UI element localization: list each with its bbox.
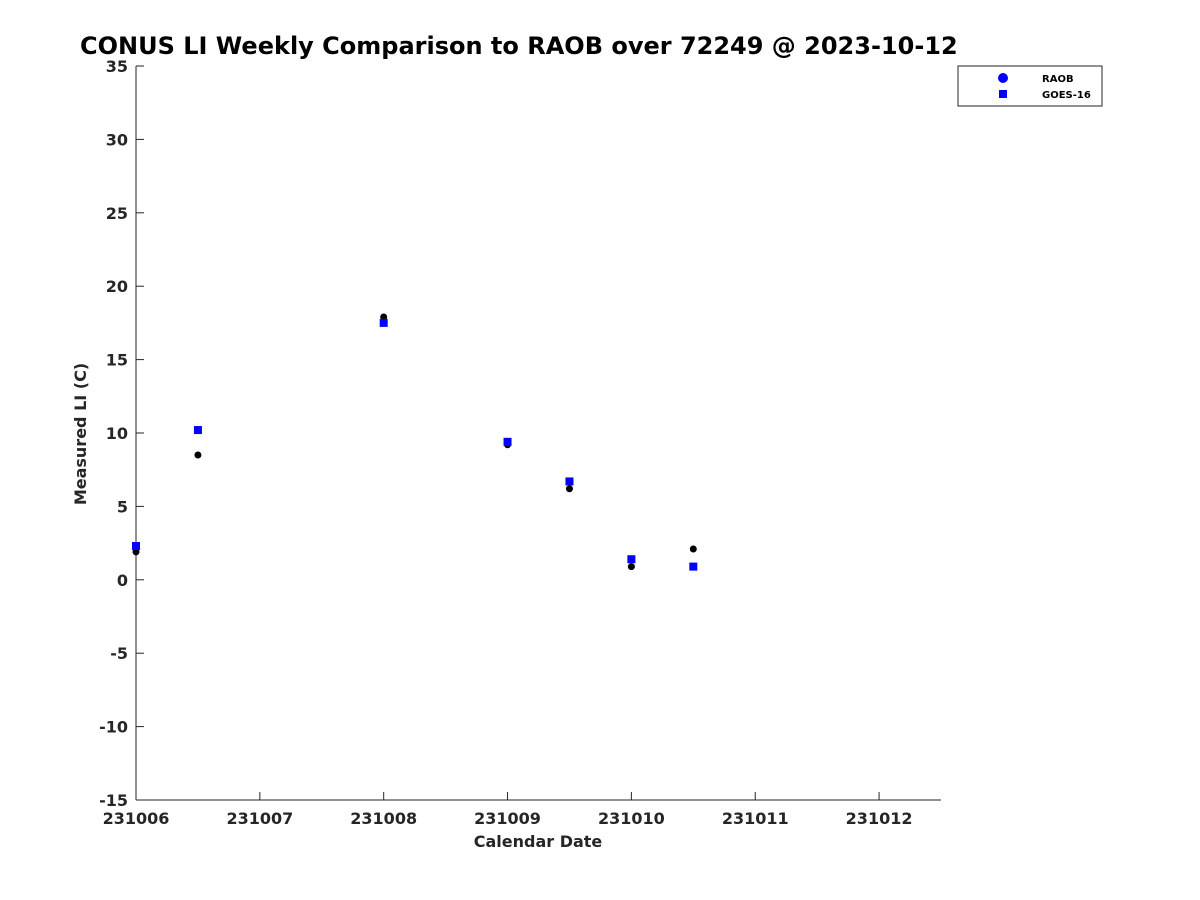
x-tick-label: 231010: [598, 809, 665, 828]
y-tick-label: 30: [106, 130, 128, 149]
x-ticks: 231006 231007 231008 231009 231010 231011 2310…: [103, 792, 913, 828]
goes-16-point: [627, 555, 636, 564]
y-tick-label: -5: [110, 644, 128, 663]
legend-box: [957, 65, 1103, 107]
data-points: [132, 313, 698, 571]
y-tick-label: 0: [117, 571, 128, 590]
y-tick-label: 25: [106, 204, 128, 223]
y-ticks: -15 -10 -5 0 5 10 15 20 25 30 35: [99, 57, 144, 810]
raob-point: [380, 313, 388, 321]
chart-title: CONUS LI Weekly Comparison to RAOB over …: [80, 32, 958, 60]
raob-point: [565, 485, 573, 493]
goes-16-point: [379, 318, 388, 327]
y-tick-label: 15: [106, 351, 128, 370]
goes-16-point: [689, 562, 698, 571]
goes-16-point: [132, 542, 140, 551]
x-tick-label: 231011: [722, 809, 789, 828]
goes-16-point: [503, 437, 512, 446]
x-axis-label: Calendar Date: [474, 832, 603, 851]
legend: RAOB GOES-16: [957, 65, 1103, 107]
legend-label-goes-16: GOES-16: [1042, 90, 1091, 101]
y-tick-label: -15: [99, 791, 128, 810]
x-tick-label: 231007: [226, 809, 293, 828]
raob-point: [689, 545, 697, 553]
y-tick-label: 10: [106, 424, 128, 443]
goes-16-point: [193, 426, 202, 435]
x-tick-label: 231009: [474, 809, 541, 828]
raob-point: [194, 451, 202, 459]
legend-marker-raob: [998, 73, 1008, 83]
raob-point: [627, 563, 635, 571]
x-tick-label: 231012: [846, 809, 913, 828]
y-tick-label: -10: [99, 718, 128, 737]
legend-marker-goes-16: [999, 90, 1007, 98]
goes-16-point: [565, 477, 574, 486]
y-tick-label: 5: [117, 497, 128, 516]
raob-point: [132, 548, 140, 556]
y-tick-label: 20: [106, 277, 128, 296]
axes: [135, 66, 941, 801]
y-tick-label: 35: [106, 57, 128, 76]
x-tick-label: 231008: [350, 809, 417, 828]
x-tick-label: 231006: [103, 809, 170, 828]
legend-label-raob: RAOB: [1042, 74, 1074, 85]
y-axis-label: Measured LI (C): [71, 363, 90, 505]
